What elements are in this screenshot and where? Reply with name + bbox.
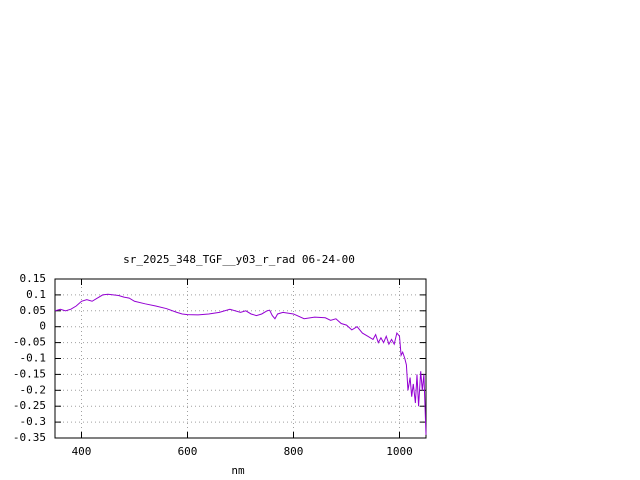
plot-border <box>54 278 427 439</box>
y-tick-label: -0.2 <box>20 383 47 396</box>
y-tick-label: -0.3 <box>20 415 47 428</box>
y-tick-label: -0.15 <box>13 367 46 380</box>
y-tick-label: 0.15 <box>20 272 47 285</box>
x-tick-label: 400 <box>72 445 92 458</box>
x-tick-label: 800 <box>284 445 304 458</box>
chart-title: sr_2025_348_TGF__y03_r_rad 06-24-00 <box>123 253 355 266</box>
x-axis-label: nm <box>231 464 245 477</box>
x-tick-label: 600 <box>178 445 198 458</box>
y-tick-label: -0.1 <box>20 352 47 365</box>
y-tick-label: -0.05 <box>13 336 46 349</box>
x-tick-label: 1000 <box>386 445 413 458</box>
y-tick-label: -0.35 <box>13 431 46 444</box>
y-tick-label: 0 <box>39 320 46 333</box>
y-tick-label: 0.1 <box>26 288 46 301</box>
y-tick-label: -0.25 <box>13 399 46 412</box>
y-tick-label: 0.05 <box>20 304 47 317</box>
data-line <box>54 293 427 435</box>
